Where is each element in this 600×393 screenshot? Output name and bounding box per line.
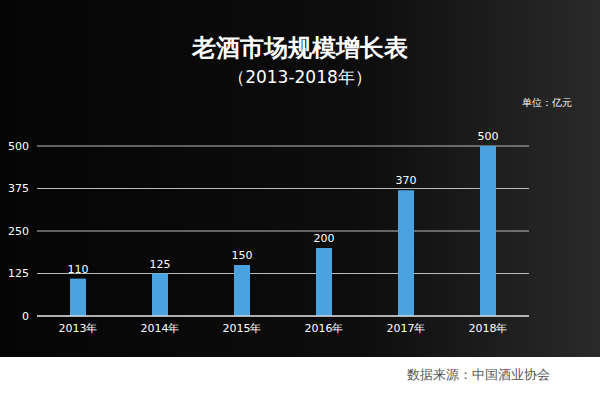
- html-text:（2013-2018年）: （2013-2018年）: [228, 67, 372, 87]
- svg-text:125: 125: [8, 267, 29, 280]
- svg-text:125: 125: [150, 258, 171, 271]
- svg-text:110: 110: [68, 263, 89, 276]
- svg-text:375: 375: [8, 182, 29, 195]
- svg-text:370: 370: [396, 174, 417, 187]
- svg-text:200: 200: [314, 232, 335, 245]
- svg-text:500: 500: [478, 130, 499, 143]
- svg-text:2018年: 2018年: [469, 322, 508, 335]
- svg-text:2016年: 2016年: [305, 322, 344, 335]
- html-text:数据来源：中国酒业协会: 数据来源：中国酒业协会: [407, 367, 550, 382]
- svg-text:2015年: 2015年: [223, 322, 262, 335]
- svg-text:2017年: 2017年: [387, 322, 426, 335]
- svg-text:500: 500: [8, 140, 29, 153]
- html-text:单位：亿元: 单位：亿元: [522, 97, 572, 108]
- html-text:老酒市场规模增长表: 老酒市场规模增长表: [192, 34, 408, 62]
- svg-text:2014年: 2014年: [141, 322, 180, 335]
- svg-text:0: 0: [22, 310, 29, 323]
- svg-text:150: 150: [232, 249, 253, 262]
- svg-text:250: 250: [8, 225, 29, 238]
- svg-text:2013年: 2013年: [59, 322, 98, 335]
